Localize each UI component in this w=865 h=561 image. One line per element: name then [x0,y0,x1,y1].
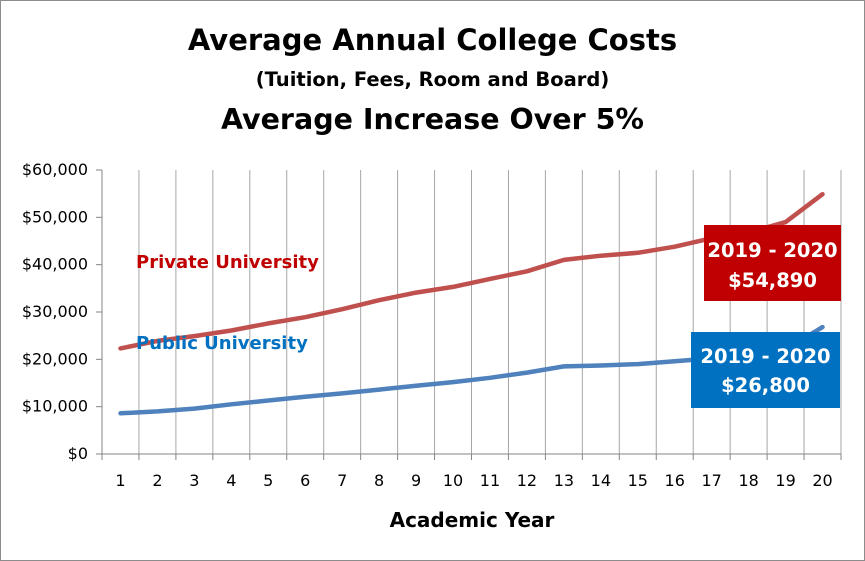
x-tick-label: 15 [628,471,648,490]
x-tick-label: 1 [115,471,125,490]
x-tick-label: 3 [189,471,199,490]
x-tick-label: 5 [263,471,273,490]
x-tick-label: 7 [337,471,347,490]
annotation-public-value: $26,800 [721,374,810,397]
axis-layer: $0 $10,000 $20,000 $30,000 $40,000 $50,000 $60… [22,160,842,490]
x-tick-label: 17 [701,471,721,490]
x-tick-label: 20 [812,471,832,490]
annotation-public: 2019 - 2020 $26,800 [691,332,840,408]
x-tick-label: 11 [480,471,500,490]
y-tick-label: $40,000 [22,255,88,274]
y-tick-label: $60,000 [22,160,88,179]
series-label-public-university: Public University [136,333,308,354]
y-tick-label: $10,000 [22,397,88,416]
x-tick-label: 2 [152,471,162,490]
x-tick-label: 19 [775,471,795,490]
x-tick-label: 9 [411,471,421,490]
annotation-private: 2019 - 2020 $54,890 [704,225,841,301]
chart-subtitle: (Tuition, Fees, Room and Board) [255,68,610,91]
annotation-private-value: $54,890 [728,269,817,292]
y-tick-label: $30,000 [22,302,88,321]
x-tick-label: 6 [300,471,310,490]
series-label-private-university: Private University [136,252,319,273]
annotation-private-year: 2019 - 2020 [707,239,837,262]
x-tick-label: 4 [226,471,236,490]
annotation-public-year: 2019 - 2020 [700,345,830,368]
x-tick-label: 13 [554,471,574,490]
y-tick-label: $0 [68,444,88,463]
chart-title: Average Annual College Costs [187,23,678,57]
chart-subtitle-2: Average Increase Over 5% [220,103,644,136]
annotation-box-public [691,332,840,408]
x-tick-label: 8 [374,471,384,490]
x-tick-label: 14 [591,471,611,490]
y-tick-label: $20,000 [22,349,88,368]
grid-layer [138,170,842,454]
x-tick-label: 12 [517,471,537,490]
x-tick-label: 16 [665,471,685,490]
x-axis-title: Academic Year [390,508,555,532]
annotation-box-private [704,225,841,301]
x-tick-label: 10 [443,471,463,490]
y-tick-label: $50,000 [22,207,88,226]
x-tick-label: 18 [738,471,758,490]
